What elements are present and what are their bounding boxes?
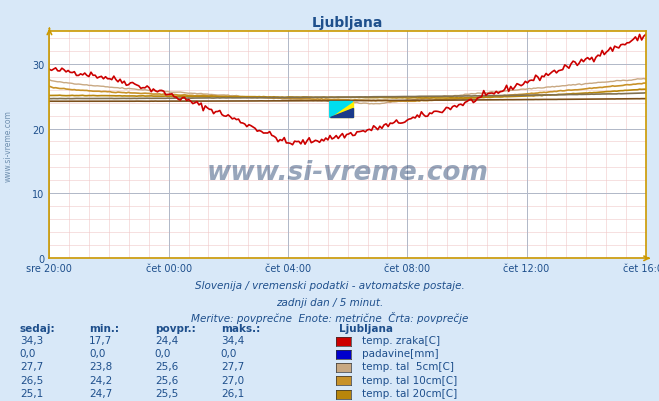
- Text: 27,7: 27,7: [20, 361, 43, 371]
- Bar: [330, 102, 353, 118]
- Text: zadnji dan / 5 minut.: zadnji dan / 5 minut.: [276, 297, 383, 307]
- Text: 23,8: 23,8: [89, 361, 112, 371]
- Text: 26,1: 26,1: [221, 388, 244, 398]
- Text: 25,6: 25,6: [155, 361, 178, 371]
- Text: 25,6: 25,6: [155, 375, 178, 385]
- Text: povpr.:: povpr.:: [155, 323, 196, 333]
- Text: maks.:: maks.:: [221, 323, 260, 333]
- Text: padavine[mm]: padavine[mm]: [362, 348, 439, 358]
- Text: www.si-vreme.com: www.si-vreme.com: [3, 109, 13, 181]
- Text: Slovenija / vremenski podatki - avtomatske postaje.: Slovenija / vremenski podatki - avtomats…: [194, 281, 465, 291]
- Text: 0,0: 0,0: [155, 348, 171, 358]
- Text: sedaj:: sedaj:: [20, 323, 55, 333]
- Text: Meritve: povprečne  Enote: metrične  Črta: povprečje: Meritve: povprečne Enote: metrične Črta:…: [191, 311, 468, 323]
- Text: temp. zraka[C]: temp. zraka[C]: [362, 335, 441, 345]
- Text: 24,7: 24,7: [89, 388, 112, 398]
- Text: 27,7: 27,7: [221, 361, 244, 371]
- Text: min.:: min.:: [89, 323, 119, 333]
- Text: 27,0: 27,0: [221, 375, 244, 385]
- Text: temp. tal 20cm[C]: temp. tal 20cm[C]: [362, 388, 458, 398]
- Title: Ljubljana: Ljubljana: [312, 16, 384, 30]
- Text: 26,5: 26,5: [20, 375, 43, 385]
- Text: 0,0: 0,0: [221, 348, 237, 358]
- Text: 34,4: 34,4: [221, 335, 244, 345]
- Polygon shape: [330, 109, 353, 118]
- Polygon shape: [330, 102, 353, 118]
- Text: 34,3: 34,3: [20, 335, 43, 345]
- Text: Ljubljana: Ljubljana: [339, 323, 393, 333]
- Text: temp. tal 10cm[C]: temp. tal 10cm[C]: [362, 375, 458, 385]
- Text: 25,1: 25,1: [20, 388, 43, 398]
- Text: 0,0: 0,0: [89, 348, 105, 358]
- Text: 24,2: 24,2: [89, 375, 112, 385]
- Text: 24,4: 24,4: [155, 335, 178, 345]
- Text: 25,5: 25,5: [155, 388, 178, 398]
- Text: 17,7: 17,7: [89, 335, 112, 345]
- Text: 0,0: 0,0: [20, 348, 36, 358]
- Text: temp. tal  5cm[C]: temp. tal 5cm[C]: [362, 361, 455, 371]
- Text: www.si-vreme.com: www.si-vreme.com: [207, 160, 488, 186]
